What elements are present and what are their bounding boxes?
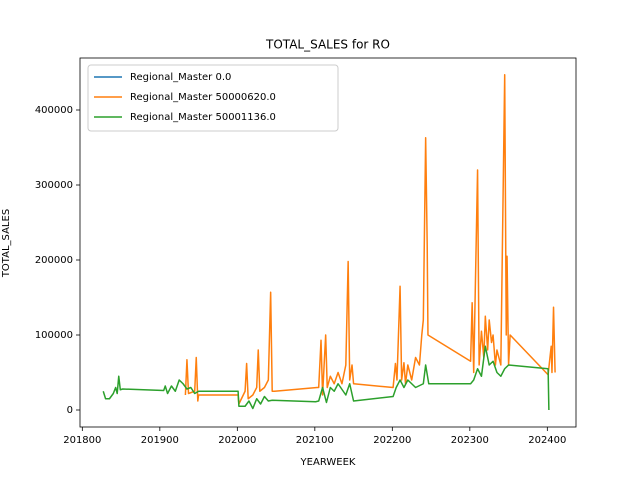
y-tick-label: 100000 <box>35 330 73 341</box>
x-tick-label: 202200 <box>373 435 411 446</box>
x-tick-label: 202100 <box>296 435 334 446</box>
y-axis-label: TOTAL_SALES <box>1 209 12 278</box>
y-tick-label: 200000 <box>35 255 73 266</box>
chart-title: TOTAL_SALES for RO <box>265 38 390 52</box>
x-tick-label: 202300 <box>451 435 489 446</box>
plot-frame <box>79 57 577 428</box>
x-tick-label: 201800 <box>63 435 101 446</box>
legend-box <box>87 64 339 132</box>
plot-area <box>102 74 556 411</box>
legend-label: Regional_Master 50001136.0 <box>130 112 276 123</box>
x-tick-label: 202000 <box>218 435 256 446</box>
y-tick-label: 300000 <box>35 180 73 191</box>
series-line <box>184 74 556 405</box>
x-tick-label: 202400 <box>528 435 566 446</box>
x-tick-label: 201900 <box>141 435 179 446</box>
y-tick-label: 0 <box>67 405 73 416</box>
legend-label: Regional_Master 50000620.0 <box>130 92 276 103</box>
x-axis-label: YEARWEEK <box>300 457 356 468</box>
legend-label: Regional_Master 0.0 <box>130 72 231 83</box>
series-line <box>102 345 550 411</box>
y-tick-label: 400000 <box>35 105 73 116</box>
